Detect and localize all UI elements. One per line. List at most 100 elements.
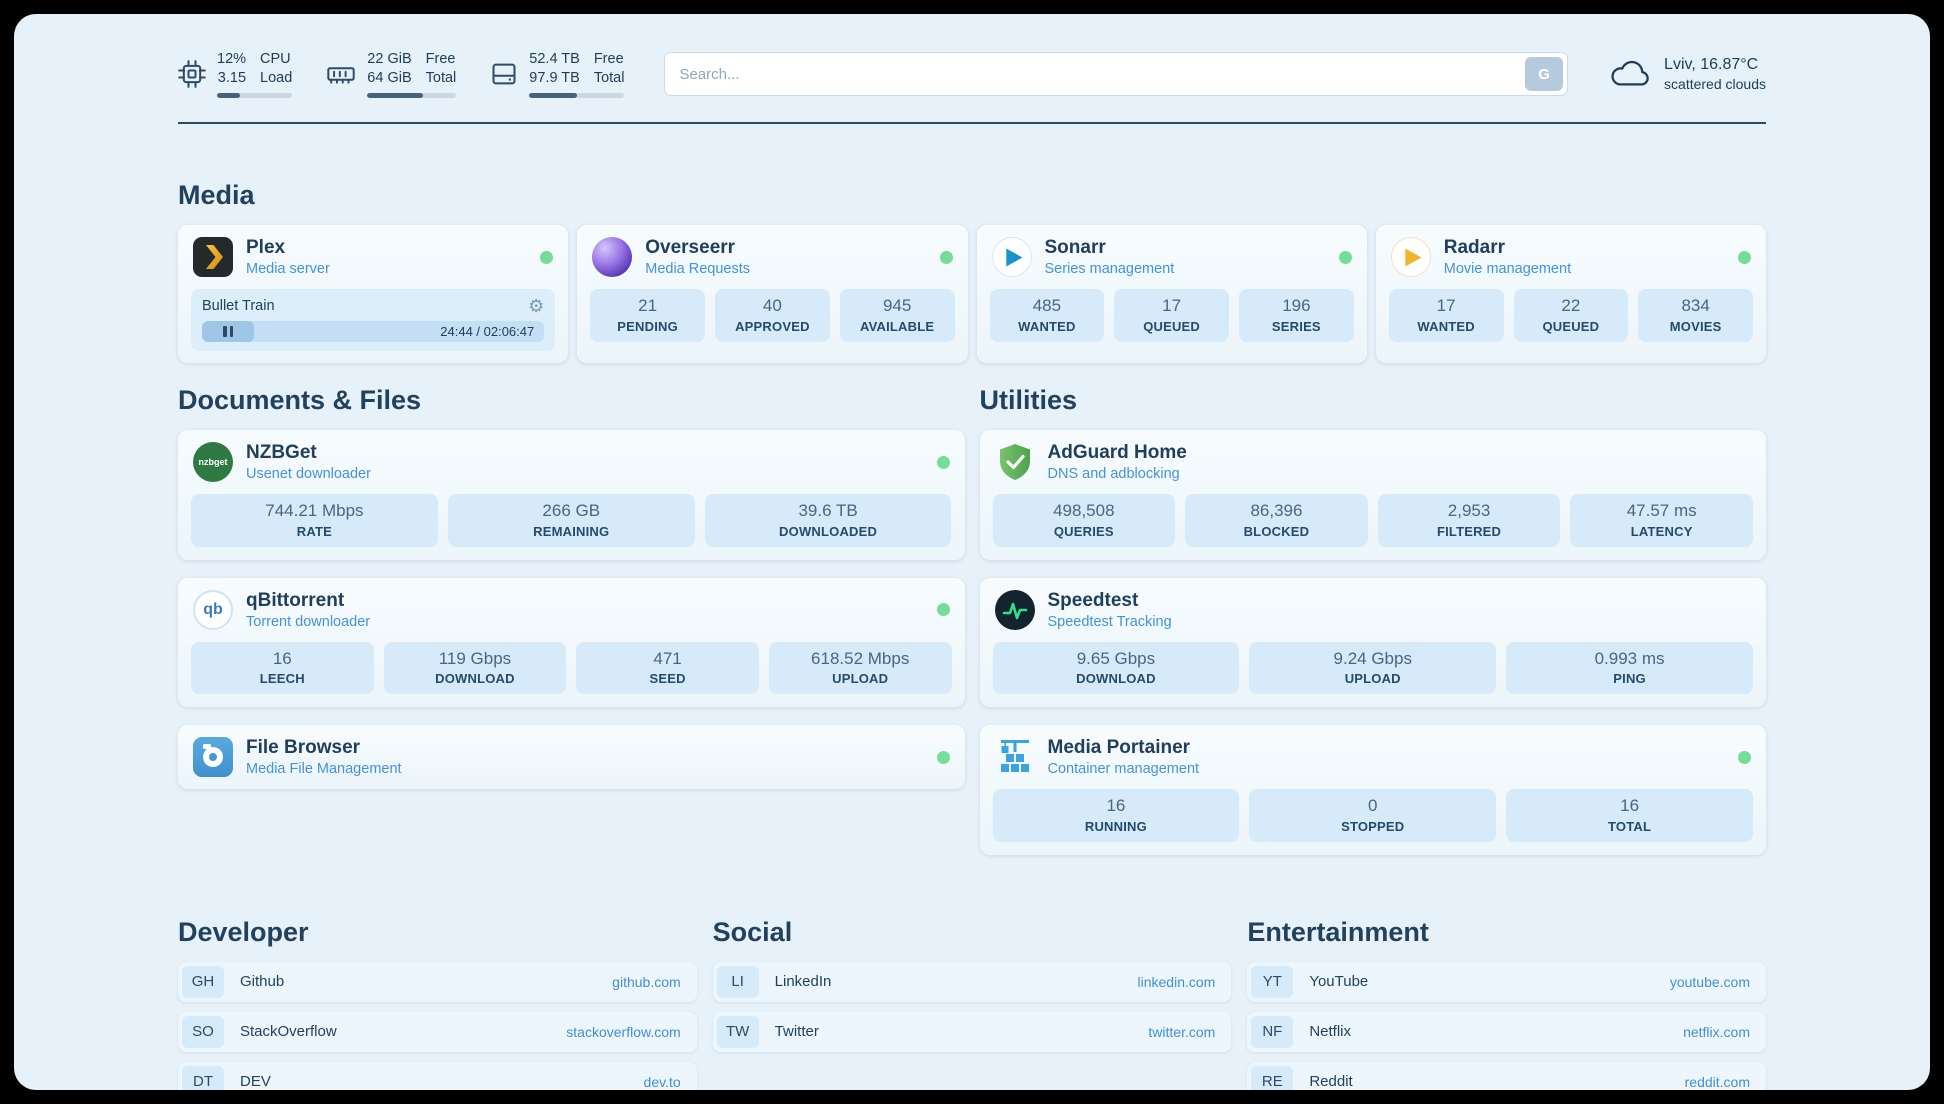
status-dot	[1338, 250, 1352, 264]
bookmark-abbr: DT	[182, 1065, 224, 1090]
section-title-media: Media	[178, 180, 255, 211]
service-card-filebrowser[interactable]: File Browser Media File Management	[178, 725, 965, 790]
bookmark-stackoverflow[interactable]: SO StackOverflow stackoverflow.com	[178, 1011, 697, 1052]
service-name: NZBGet	[246, 442, 317, 464]
status-dot	[936, 750, 950, 764]
service-name: Speedtest	[1047, 589, 1139, 611]
service-card-overseerr[interactable]: Overseerr Media Requests 21 PENDING 40 APP…	[577, 225, 968, 364]
bookmark-domain: youtube.com	[1669, 973, 1750, 990]
bookmarks-developer: Developer GH Github github.com SO StackO…	[178, 917, 697, 1090]
disk-total-label: Total	[593, 70, 625, 87]
service-name: Plex	[246, 237, 286, 259]
disk-widget: 52.4 TB 97.9 TB Free Total	[490, 50, 625, 99]
bookmark-domain: stackoverflow.com	[566, 1023, 681, 1040]
service-name: Radarr	[1443, 237, 1505, 259]
bookmark-reddit[interactable]: RE Reddit reddit.com	[1247, 1061, 1766, 1090]
service-card-plex[interactable]: Plex Media server Bullet Train ⚙ 24:44 /…	[178, 225, 569, 364]
section-title-utilities: Utilities	[979, 385, 1078, 416]
filebrowser-icon	[193, 737, 233, 778]
stat-box: 47.57 ms LATENCY	[1570, 494, 1753, 547]
search-provider-button[interactable]: G	[1525, 57, 1564, 92]
bookmark-youtube[interactable]: YT YouTube youtube.com	[1247, 961, 1766, 1002]
memory-widget: 22 GiB 64 GiB Free Total	[326, 50, 457, 99]
bookmark-netflix[interactable]: NF Netflix netflix.com	[1247, 1011, 1766, 1052]
memory-free-label: Free	[425, 51, 456, 67]
bookmark-name: StackOverflow	[240, 1023, 337, 1041]
stat-box: 471 SEED	[576, 641, 759, 695]
service-card-nzbget[interactable]: nzbget NZBGet Usenet downloader 744.21 M…	[178, 430, 965, 560]
bookmark-abbr: SO	[182, 1015, 224, 1048]
bookmark-domain: netflix.com	[1683, 1023, 1750, 1040]
bookmark-github[interactable]: GH Github github.com	[178, 961, 697, 1002]
radarr-icon	[1390, 237, 1431, 278]
bookmark-abbr: LI	[716, 965, 759, 998]
bookmark-linkedin[interactable]: LI LinkedIn linkedin.com	[712, 961, 1232, 1002]
status-dot	[1738, 250, 1751, 264]
bookmark-name: YouTube	[1309, 973, 1369, 991]
stat-box: 2,953 FILTERED	[1377, 494, 1561, 547]
service-card-adguard[interactable]: AdGuard Home DNS and adblocking 498,508 Q…	[979, 430, 1766, 560]
bookmarks-social: Social LI LinkedIn linkedin.com TW Twitt…	[712, 916, 1232, 1090]
service-subtitle: Media server	[246, 261, 330, 278]
disk-free-label: Free	[593, 51, 624, 67]
service-subtitle: Container management	[1047, 761, 1200, 778]
overseerr-icon	[592, 237, 633, 278]
service-card-qbittorrent[interactable]: qb qBittorrent Torrent downloader 16 LEEC…	[178, 577, 965, 708]
search-input[interactable]	[664, 52, 1569, 97]
section-title-social: Social	[712, 916, 793, 947]
bookmark-name: Netflix	[1309, 1023, 1352, 1041]
service-subtitle: Usenet downloader	[246, 466, 371, 483]
stat-box: 9.24 Gbps UPLOAD	[1249, 641, 1497, 695]
stat-box: 945 AVAILABLE	[839, 289, 955, 342]
stat-box: 266 GB REMAINING	[447, 494, 695, 547]
bookmark-twitter[interactable]: TW Twitter twitter.com	[712, 1011, 1232, 1052]
topbar: 12% 3.15 CPU Load 22 GiB	[178, 50, 1766, 99]
topbar-divider	[178, 122, 1766, 125]
dashboard: 12% 3.15 CPU Load 22 GiB	[14, 14, 1930, 1090]
cpu-load-label: Load	[260, 70, 293, 87]
service-name: Media Portainer	[1047, 737, 1191, 759]
bookmark-dev[interactable]: DT DEV dev.to	[178, 1061, 697, 1090]
status-dot	[540, 250, 554, 264]
cpu-label: CPU	[260, 51, 291, 67]
service-name: Overseerr	[645, 237, 736, 259]
pause-icon	[229, 326, 233, 338]
service-card-radarr[interactable]: Radarr Movie management 17 WANTED 22 QUEUE…	[1375, 225, 1766, 364]
stat-box: 39.6 TB DOWNLOADED	[704, 494, 952, 547]
cpu-icon	[178, 60, 206, 88]
stat-box: 17 QUEUED	[1114, 289, 1229, 342]
section-title-entertainment: Entertainment	[1247, 916, 1429, 947]
service-subtitle: Movie management	[1443, 261, 1572, 278]
cpu-load-value: 3.15	[217, 70, 247, 87]
disk-progress-bar	[529, 93, 625, 99]
bookmark-name: Twitter	[774, 1023, 819, 1041]
cpu-progress-bar	[217, 93, 293, 99]
service-card-sonarr[interactable]: Sonarr Series management 485 WANTED 17 QUE…	[976, 225, 1367, 364]
gear-icon[interactable]: ⚙	[528, 296, 545, 317]
bookmarks-section: Developer GH Github github.com SO StackO…	[178, 917, 1766, 1090]
adguard-icon	[995, 442, 1035, 482]
stat-box: 9.65 Gbps DOWNLOAD	[992, 641, 1240, 695]
stat-box: 86,396 BLOCKED	[1185, 494, 1368, 547]
stat-box: 834 MOVIES	[1638, 289, 1753, 342]
service-card-speedtest[interactable]: Speedtest Speedtest Tracking 9.65 Gbps DO…	[979, 577, 1766, 708]
service-card-portainer[interactable]: Media Portainer Container management 16 R…	[979, 725, 1766, 855]
bookmarks-entertainment: Entertainment YT YouTube youtube.com NF …	[1247, 917, 1766, 1090]
service-subtitle: Series management	[1044, 261, 1175, 278]
memory-total-label: Total	[425, 70, 457, 87]
pause-icon	[223, 326, 227, 338]
stat-box: 17 WANTED	[1388, 289, 1504, 342]
disk-free-value: 52.4 TB	[529, 51, 580, 67]
playback-progress-bar[interactable]: 24:44 / 02:06:47	[202, 321, 545, 343]
bookmark-abbr: NF	[1251, 1015, 1294, 1048]
bookmark-domain: twitter.com	[1148, 1023, 1216, 1040]
nzbget-icon: nzbget	[193, 442, 233, 483]
service-subtitle: Speedtest Tracking	[1047, 613, 1172, 630]
service-name: qBittorrent	[246, 589, 345, 611]
weather-widget: Lviv, 16.87°C scattered clouds	[1608, 56, 1766, 92]
service-subtitle: Torrent downloader	[246, 613, 371, 630]
portainer-icon	[995, 737, 1035, 777]
stat-box: 16 LEECH	[191, 641, 374, 695]
pause-button[interactable]	[202, 321, 254, 343]
